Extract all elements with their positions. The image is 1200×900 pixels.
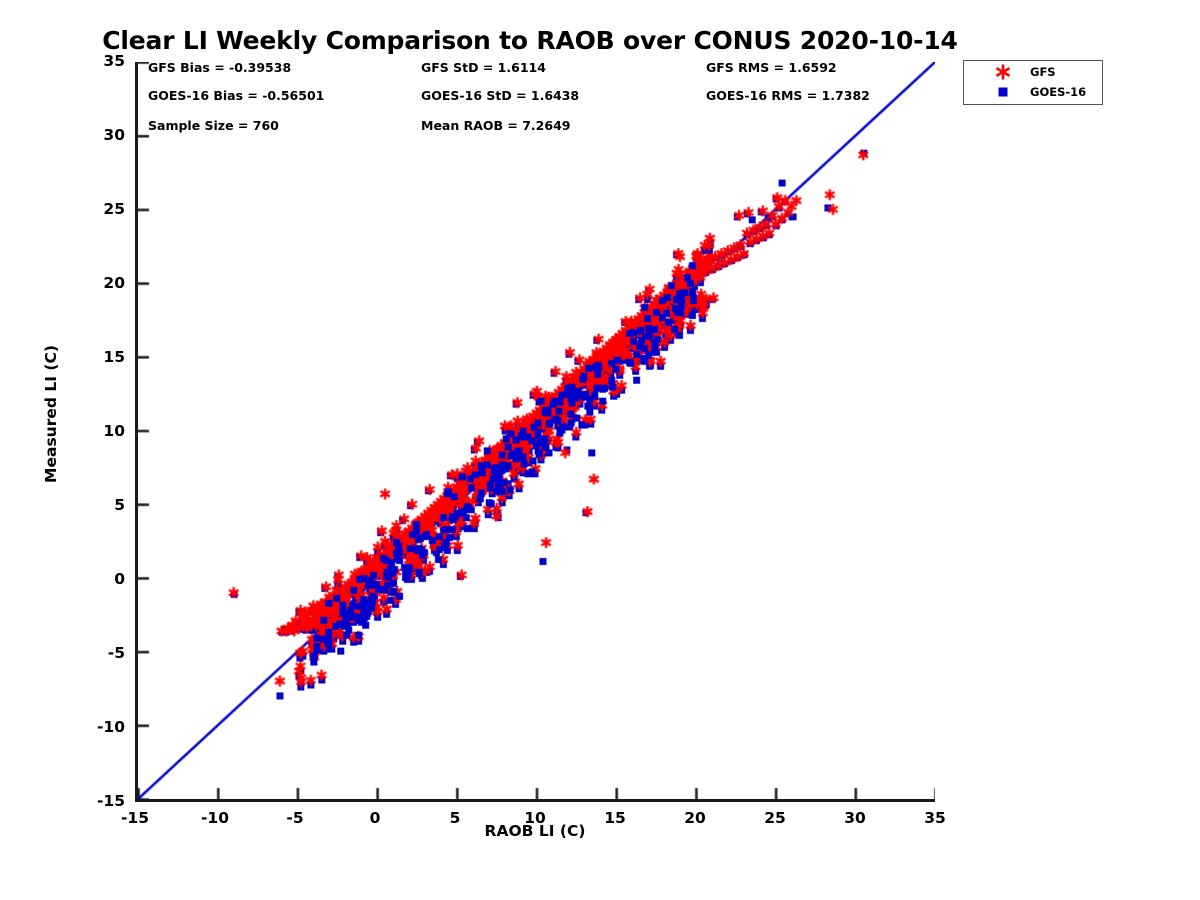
legend: GFS GOES-16 [963,60,1103,105]
stat-sample-size: Sample Size = 760 [148,118,279,133]
stat-gfs-rms: GFS RMS = 1.6592 [706,60,837,75]
y-tick-label: 15 [103,348,125,366]
x-tick-label: 35 [924,809,946,827]
y-tick-label: 0 [114,570,125,588]
page-title: Clear LI Weekly Comparison to RAOB over … [102,26,958,55]
y-tick-label: -5 [107,644,125,662]
y-tick-label: -15 [96,792,125,810]
legend-row-gfs: GFS [964,62,1102,82]
y-tick-label: 5 [114,496,125,514]
stat-goes-rms: GOES-16 RMS = 1.7382 [706,88,870,103]
plot-area [135,62,935,802]
stat-gfs-std: GFS StD = 1.6114 [421,60,546,75]
legend-label-gfs: GFS [1030,65,1056,79]
x-tick-label: 5 [449,809,461,827]
y-tick-label: -10 [96,718,125,736]
x-tick-label: 20 [684,809,706,827]
x-tick-label: 0 [369,809,381,827]
y-axis-label: Measured LI (C) [42,345,60,483]
y-tick-label: 35 [103,52,125,70]
x-tick-label: 25 [764,809,786,827]
y-tick-label: 25 [103,200,125,218]
stat-gfs-bias: GFS Bias = -0.39538 [148,60,292,75]
x-axis-label: RAOB LI (C) [484,822,586,840]
y-tick-label: 20 [103,274,125,292]
x-tick-label: -5 [286,809,304,827]
x-tick-label: -15 [120,809,149,827]
x-tick-label: 30 [844,809,866,827]
y-tick-label: 30 [103,126,125,144]
stat-mean-raob: Mean RAOB = 7.2649 [421,118,571,133]
x-tick-label: 15 [604,809,626,827]
red-asterisk-marker-icon [990,62,1016,82]
x-tick-label: 10 [524,809,546,827]
x-tick-label: -10 [200,809,229,827]
y-tick-label: 10 [103,422,125,440]
blue-square-marker-icon [990,82,1016,102]
stat-goes-std: GOES-16 StD = 1.6438 [421,88,580,103]
legend-row-goes: GOES-16 [964,82,1102,102]
legend-label-goes: GOES-16 [1030,85,1087,99]
stat-goes-bias: GOES-16 Bias = -0.56501 [148,88,325,103]
scatter-plot-canvas [138,62,935,799]
